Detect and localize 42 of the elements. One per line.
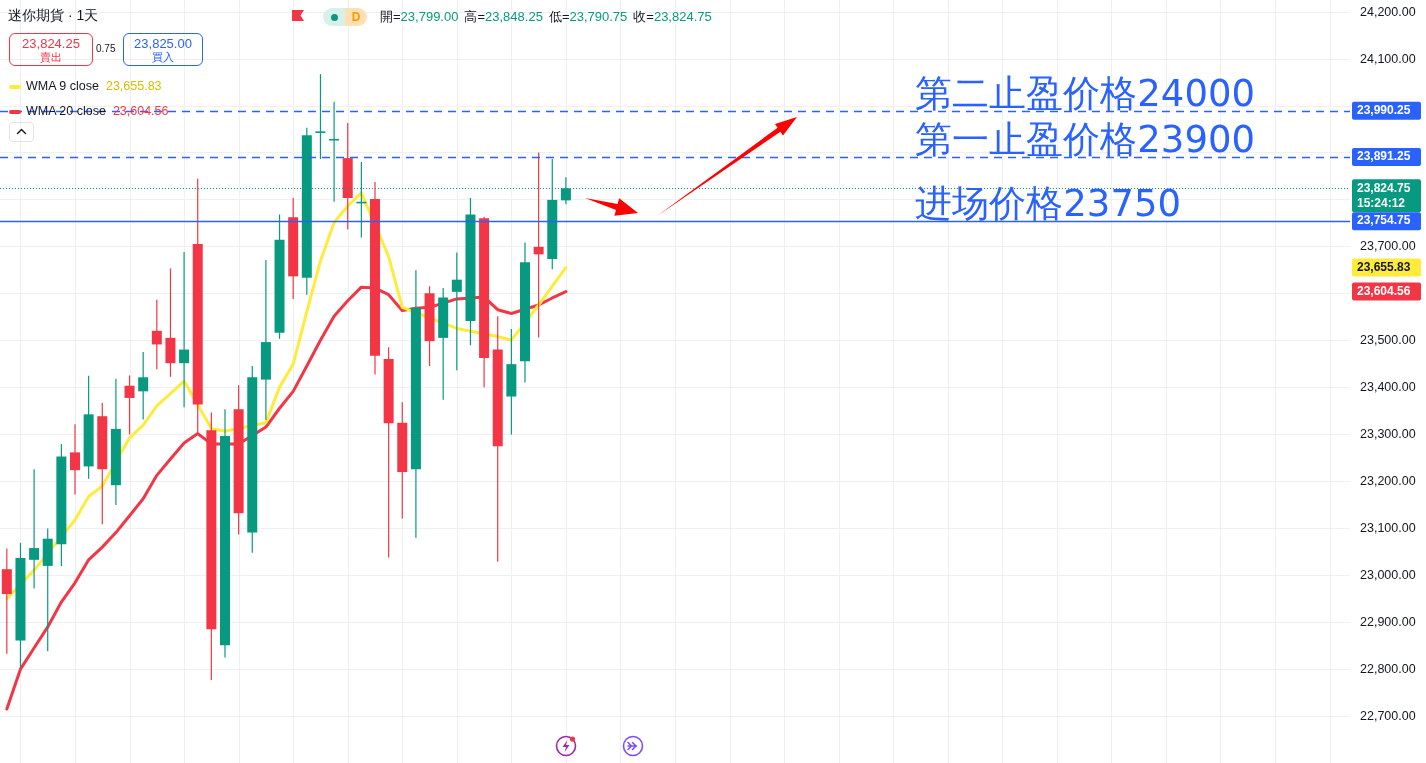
annotation: 賣出 (39, 51, 63, 64)
candlestick (179, 251, 190, 408)
text: 23,655.83 (1357, 259, 1411, 274)
text: 15:24:12 (1357, 195, 1406, 210)
y-tick-label: 22,900.00 (1360, 614, 1416, 629)
annotation: 收=23,824.75 (633, 9, 712, 24)
annotation: 23,824.25 (21, 36, 81, 51)
annotation: 第二止盈价格24000 (915, 71, 1255, 115)
candlestick (110, 378, 121, 505)
annotation: 23,604.56 (112, 103, 169, 120)
text: 23,604.56 (1357, 283, 1411, 298)
y-tick-label: 23,400.00 (1360, 380, 1416, 395)
annotation: 23,825.00 (133, 36, 193, 51)
annotation: 进场价格23750 (915, 182, 1181, 226)
y-tick-label: 23,300.00 (1360, 426, 1416, 441)
y-tick-label: 23,200.00 (1360, 473, 1416, 488)
annotation: 高=23,848.25 (464, 9, 543, 24)
ref-line-label: 23,824.75 (1357, 180, 1411, 195)
y-tick-label: 24,200.00 (1360, 4, 1416, 19)
y-tick-label: 23,100.00 (1360, 520, 1416, 535)
annotation: 0.75 (96, 43, 116, 54)
ref-line-label: 23,754.75 (1357, 213, 1411, 228)
y-tick-label: 22,700.00 (1360, 708, 1416, 723)
annotation: 開=23,799.00 (380, 9, 459, 24)
annotation: 低=23,790.75 (548, 9, 628, 24)
y-tick-label: 23,000.00 (1360, 567, 1416, 582)
annotation: 買入 (151, 51, 175, 64)
annotation: D (345, 8, 367, 26)
ref-line-label: 23,990.25 (1357, 102, 1411, 117)
ref-line-label: 23,891.25 (1357, 149, 1411, 164)
legend-label: WMA 9 close (26, 78, 99, 95)
candlestick (70, 424, 80, 495)
candlestick (29, 469, 40, 589)
y-tick-label: 23,700.00 (1360, 239, 1416, 254)
y-tick-label: 22,800.00 (1360, 661, 1416, 676)
candlestick (260, 259, 271, 420)
y-tick-label: 23,500.00 (1360, 333, 1416, 348)
annotation: 23,655.83 (105, 78, 162, 95)
annotation: 第一止盈价格23900 (915, 118, 1255, 162)
text: 迷你期貨 · 1天 (8, 7, 99, 25)
legend-label: WMA 20 close (26, 103, 106, 120)
y-tick-label: 24,100.00 (1360, 51, 1416, 66)
